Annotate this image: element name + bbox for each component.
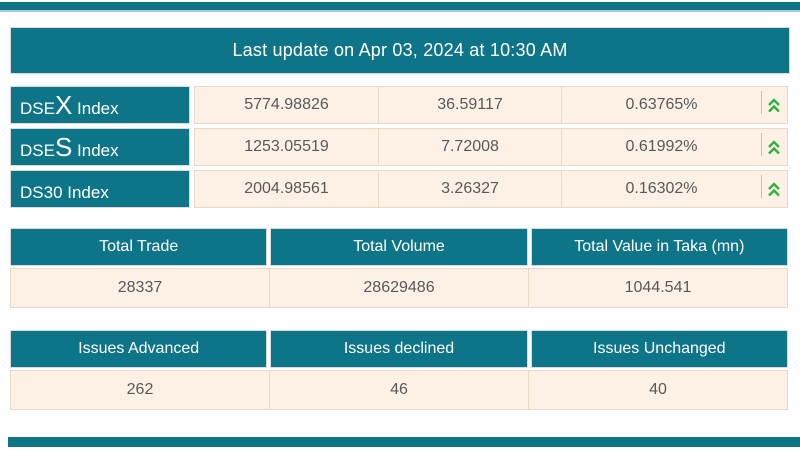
index-row-dsex: DSEX Index 5774.98826 36.59117 0.63765% (10, 86, 788, 124)
issues-advanced-value: 262 (126, 381, 154, 398)
issues-unchanged-value: 40 (528, 371, 787, 409)
index-row-dses: DSES Index 1253.05519 7.72008 0.61992% (10, 128, 788, 166)
top-accent-bar (0, 2, 800, 12)
index-change-percent: 0.61992% (561, 129, 761, 165)
index-value: 5774.98826 (244, 96, 329, 113)
index-change-percent: 0.63765% (561, 87, 761, 123)
index-name-prefix: DS30 (20, 182, 63, 202)
index-change: 3.26327 (378, 171, 561, 207)
double-chevron-up-icon (768, 181, 780, 196)
totals-value-row: 28337 28629486 1044.541 (10, 268, 788, 308)
double-chevron-up-icon (768, 97, 780, 112)
double-chevron-up-icon (768, 139, 780, 154)
index-name-prefix: DSE (20, 140, 55, 160)
issues-advanced-header: Issues Advanced (10, 330, 268, 368)
index-values-row: 1253.05519 7.72008 0.61992% (194, 128, 788, 166)
index-name-dses: DSES Index (10, 128, 190, 166)
index-name-ds30: DS30 Index (10, 170, 190, 208)
issues-unchanged-header: Issues Unchanged (530, 330, 788, 368)
index-value: 2004.98561 (244, 180, 329, 197)
index-name-suffix: Index (62, 182, 109, 202)
index-change: 36.59117 (378, 87, 561, 123)
totals-header-row: Total Trade Total Volume Total Value in … (10, 228, 788, 266)
bottom-accent-bar (8, 437, 800, 447)
total-trade-header: Total Trade (10, 228, 268, 266)
issues-declined-header: Issues declined (270, 330, 528, 368)
index-name-suffix: Index (72, 98, 119, 118)
index-trend-cell (761, 87, 787, 123)
index-name-prefix: DSE (20, 98, 55, 118)
index-trend-cell (761, 171, 787, 207)
last-update-text: Last update on Apr 03, 2024 at 10:30 AM (232, 40, 568, 60)
total-volume-value: 28629486 (269, 269, 528, 307)
last-update-banner: Last update on Apr 03, 2024 at 10:30 AM (10, 27, 790, 74)
index-values-row: 5774.98826 36.59117 0.63765% (194, 86, 788, 124)
issues-header-row: Issues Advanced Issues declined Issues U… (10, 330, 788, 368)
index-row-ds30: DS30 Index 2004.98561 3.26327 0.16302% (10, 170, 788, 208)
total-value-header: Total Value in Taka (mn) (530, 228, 788, 266)
total-trade-value: 28337 (117, 279, 163, 296)
issues-declined-value: 46 (269, 371, 528, 409)
total-value-taka-value: 1044.541 (528, 269, 787, 307)
index-name-big-letter: X (54, 89, 73, 120)
index-change-percent: 0.16302% (561, 171, 761, 207)
total-volume-header: Total Volume (270, 228, 528, 266)
index-trend-cell (761, 129, 787, 165)
index-name-dsex: DSEX Index (10, 86, 190, 124)
issues-value-row: 262 46 40 (10, 370, 788, 410)
index-values-row: 2004.98561 3.26327 0.16302% (194, 170, 788, 208)
market-totals-table: Total Trade Total Volume Total Value in … (10, 228, 788, 308)
index-change: 7.72008 (378, 129, 561, 165)
issues-table: Issues Advanced Issues declined Issues U… (10, 330, 788, 410)
index-value: 1253.05519 (244, 138, 329, 155)
index-name-big-letter: S (54, 131, 73, 162)
index-summary-table: DSEX Index 5774.98826 36.59117 0.63765% … (10, 86, 788, 212)
index-name-suffix: Index (72, 140, 119, 160)
